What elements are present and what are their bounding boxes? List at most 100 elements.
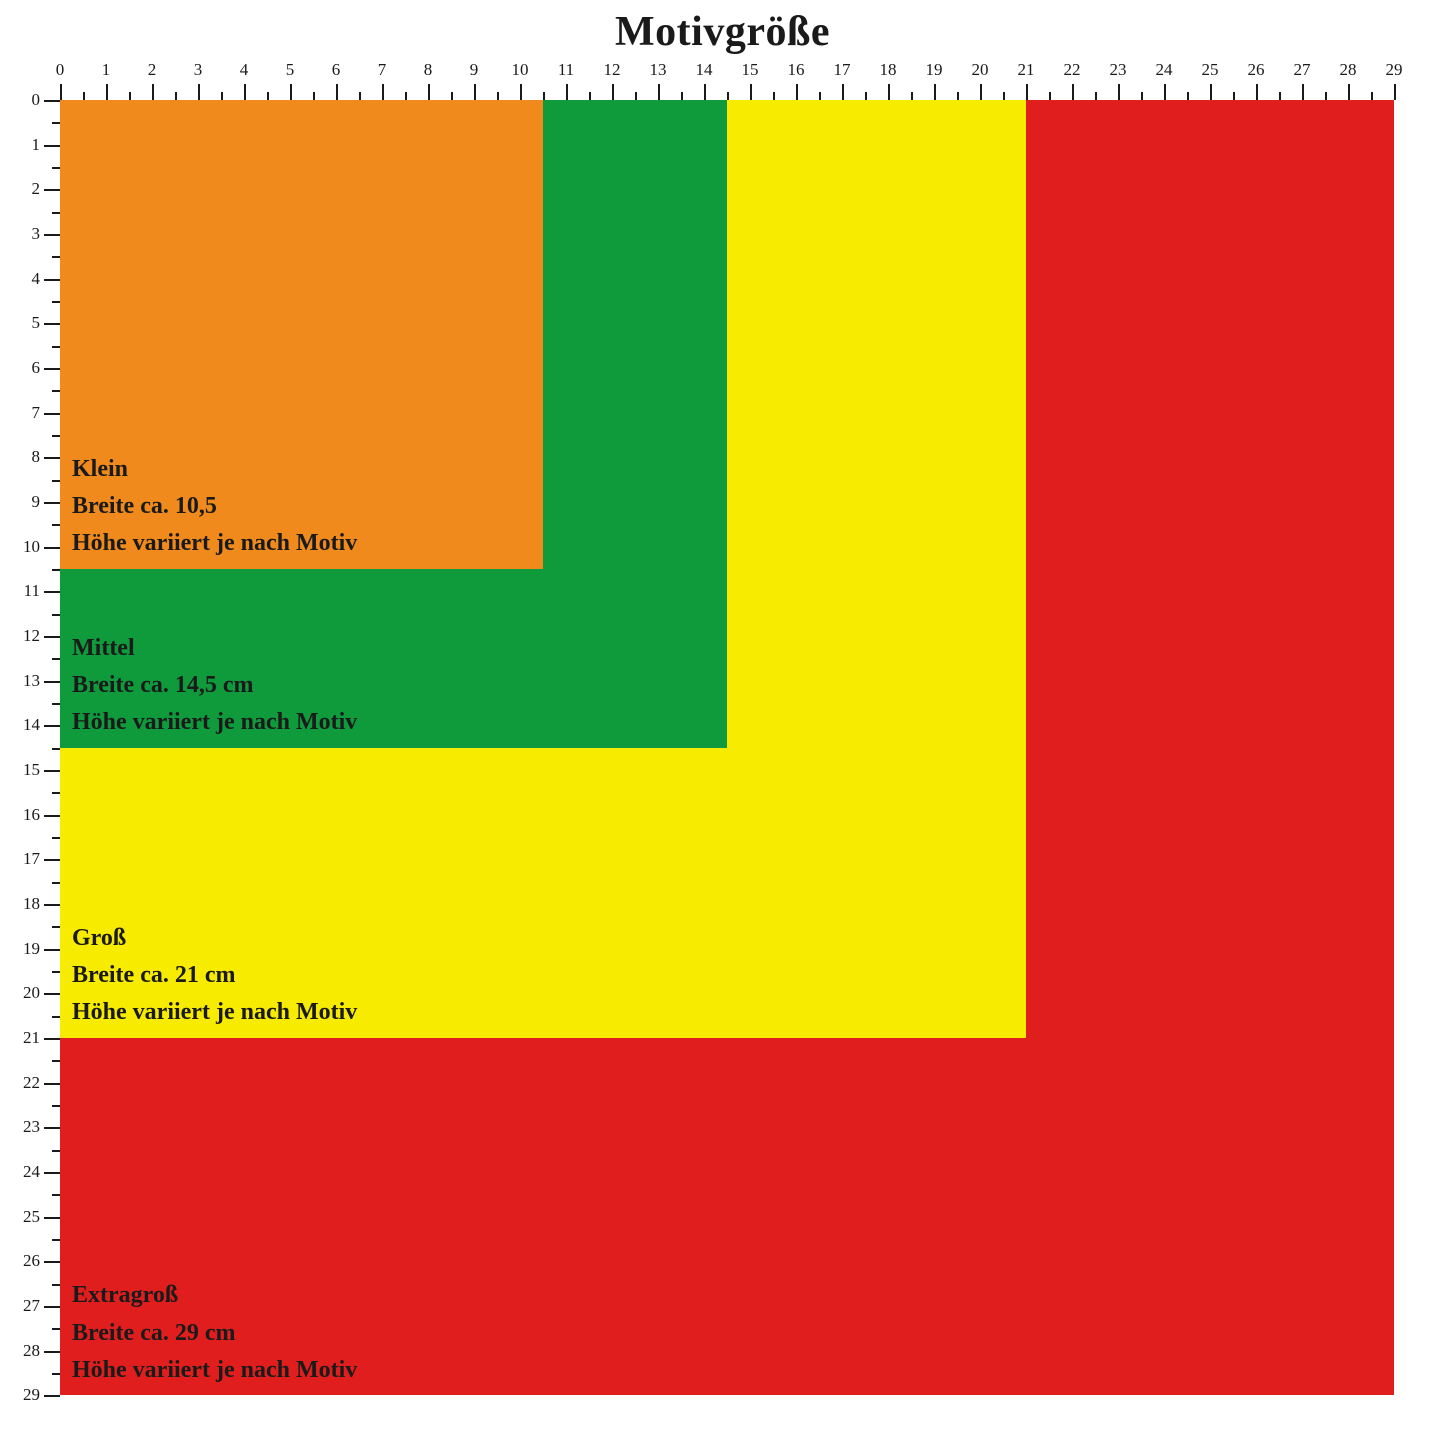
ruler-left-tick-major bbox=[44, 949, 60, 951]
ruler-top-tick-major bbox=[796, 84, 798, 100]
ruler-top-tick-minor bbox=[129, 92, 131, 100]
ruler-left-label: 21 bbox=[0, 1028, 40, 1048]
ruler-left-tick-minor bbox=[52, 390, 60, 392]
ruler-top-label: 15 bbox=[742, 60, 759, 80]
ruler-left-tick-major bbox=[44, 323, 60, 325]
size-label-width: Breite ca. 10,5 bbox=[72, 488, 357, 525]
ruler-top-tick-major bbox=[244, 84, 246, 100]
ruler-top-tick-minor bbox=[221, 92, 223, 100]
ruler-left-tick-minor bbox=[52, 569, 60, 571]
ruler-left-label: 0 bbox=[0, 90, 40, 110]
ruler-top-tick-minor bbox=[1003, 92, 1005, 100]
ruler-top-tick-minor bbox=[865, 92, 867, 100]
ruler-left-tick-minor bbox=[52, 792, 60, 794]
ruler-left-tick-minor bbox=[52, 435, 60, 437]
ruler-top-tick-major bbox=[1394, 84, 1396, 100]
size-label-mittel: MittelBreite ca. 14,5 cmHöhe variiert je… bbox=[72, 630, 357, 742]
ruler-top-label: 18 bbox=[880, 60, 897, 80]
ruler-left-label: 18 bbox=[0, 894, 40, 914]
ruler-top-label: 13 bbox=[650, 60, 667, 80]
ruler-left-tick-minor bbox=[52, 837, 60, 839]
ruler-left-label: 6 bbox=[0, 358, 40, 378]
ruler-left-tick-major bbox=[44, 1217, 60, 1219]
ruler-top-tick-minor bbox=[359, 92, 361, 100]
ruler-top-label: 19 bbox=[926, 60, 943, 80]
ruler-top-tick-major bbox=[198, 84, 200, 100]
size-label-width: Breite ca. 29 cm bbox=[72, 1315, 357, 1352]
ruler-left-tick-minor bbox=[52, 524, 60, 526]
ruler-left-tick-major bbox=[44, 1395, 60, 1397]
ruler-left-label: 14 bbox=[0, 715, 40, 735]
ruler-left-tick-major bbox=[44, 1038, 60, 1040]
ruler-top-label: 26 bbox=[1248, 60, 1265, 80]
size-label-name: Extragroß bbox=[72, 1277, 357, 1314]
ruler-top-label: 28 bbox=[1340, 60, 1357, 80]
ruler-top-label: 0 bbox=[56, 60, 65, 80]
ruler-left: 0123456789101112131415161718192021222324… bbox=[0, 100, 60, 1440]
ruler-left-tick-minor bbox=[52, 212, 60, 214]
size-label-name: Groß bbox=[72, 920, 357, 957]
ruler-top-tick-minor bbox=[1325, 92, 1327, 100]
ruler-top-label: 2 bbox=[148, 60, 157, 80]
ruler-top-label: 24 bbox=[1156, 60, 1173, 80]
ruler-top-label: 9 bbox=[470, 60, 479, 80]
ruler-top-label: 21 bbox=[1018, 60, 1035, 80]
ruler-top-tick-major bbox=[520, 84, 522, 100]
size-label-height: Höhe variiert je nach Motiv bbox=[72, 704, 357, 741]
ruler-left-tick-minor bbox=[52, 1105, 60, 1107]
ruler-top-tick-major bbox=[336, 84, 338, 100]
ruler-top-tick-minor bbox=[175, 92, 177, 100]
ruler-top-tick-minor bbox=[1141, 92, 1143, 100]
ruler-top-tick-major bbox=[1256, 84, 1258, 100]
ruler-left-label: 24 bbox=[0, 1162, 40, 1182]
ruler-left-label: 1 bbox=[0, 135, 40, 155]
ruler-left-tick-major bbox=[44, 279, 60, 281]
size-label-gross: GroßBreite ca. 21 cmHöhe variiert je nac… bbox=[72, 920, 357, 1032]
ruler-left-tick-minor bbox=[52, 703, 60, 705]
ruler-left-tick-minor bbox=[52, 748, 60, 750]
ruler-top-label: 11 bbox=[558, 60, 574, 80]
ruler-top-tick-major bbox=[1072, 84, 1074, 100]
ruler-left-label: 20 bbox=[0, 983, 40, 1003]
ruler-left-tick-major bbox=[44, 1127, 60, 1129]
ruler-left-tick-minor bbox=[52, 480, 60, 482]
ruler-top-tick-major bbox=[290, 84, 292, 100]
ruler-top-label: 27 bbox=[1294, 60, 1311, 80]
ruler-left-label: 27 bbox=[0, 1296, 40, 1316]
ruler-top-tick-minor bbox=[1371, 92, 1373, 100]
ruler-top-label: 25 bbox=[1202, 60, 1219, 80]
ruler-left-tick-minor bbox=[52, 658, 60, 660]
ruler-top-tick-major bbox=[428, 84, 430, 100]
ruler-left-tick-minor bbox=[52, 1373, 60, 1375]
ruler-left-tick-minor bbox=[52, 926, 60, 928]
ruler-left-label: 29 bbox=[0, 1385, 40, 1405]
size-label-name: Mittel bbox=[72, 630, 357, 667]
ruler-left-tick-major bbox=[44, 502, 60, 504]
size-label-extragross: ExtragroßBreite ca. 29 cmHöhe variiert j… bbox=[72, 1277, 357, 1389]
ruler-top-label: 16 bbox=[788, 60, 805, 80]
ruler-top-label: 3 bbox=[194, 60, 203, 80]
plot-area: ExtragroßBreite ca. 29 cm Höhe variiert j… bbox=[60, 100, 1440, 1440]
size-label-height: Höhe variiert je nach Motiv bbox=[72, 994, 357, 1031]
ruler-top-label: 10 bbox=[512, 60, 529, 80]
ruler-top-label: 14 bbox=[696, 60, 713, 80]
ruler-top-tick-minor bbox=[1187, 92, 1189, 100]
ruler-top-tick-major bbox=[152, 84, 154, 100]
size-label-height: Höhe variiert je nach Motiv bbox=[72, 525, 357, 562]
ruler-top-tick-minor bbox=[773, 92, 775, 100]
ruler-top-tick-minor bbox=[681, 92, 683, 100]
ruler-top-tick-minor bbox=[267, 92, 269, 100]
ruler-left-tick-minor bbox=[52, 882, 60, 884]
ruler-top-tick-minor bbox=[83, 92, 85, 100]
ruler-left-label: 12 bbox=[0, 626, 40, 646]
ruler-left-label: 11 bbox=[0, 581, 40, 601]
ruler-top-tick-major bbox=[60, 84, 62, 100]
diagram-title: Motivgröße bbox=[0, 8, 1445, 56]
size-label-width: Breite ca. 14,5 cm bbox=[72, 667, 357, 704]
ruler-top-label: 23 bbox=[1110, 60, 1127, 80]
size-label-width: Breite ca. 21 cm bbox=[72, 957, 357, 994]
ruler-left-tick-major bbox=[44, 993, 60, 995]
ruler-left-label: 16 bbox=[0, 805, 40, 825]
ruler-left-label: 22 bbox=[0, 1073, 40, 1093]
ruler-left-label: 13 bbox=[0, 671, 40, 691]
